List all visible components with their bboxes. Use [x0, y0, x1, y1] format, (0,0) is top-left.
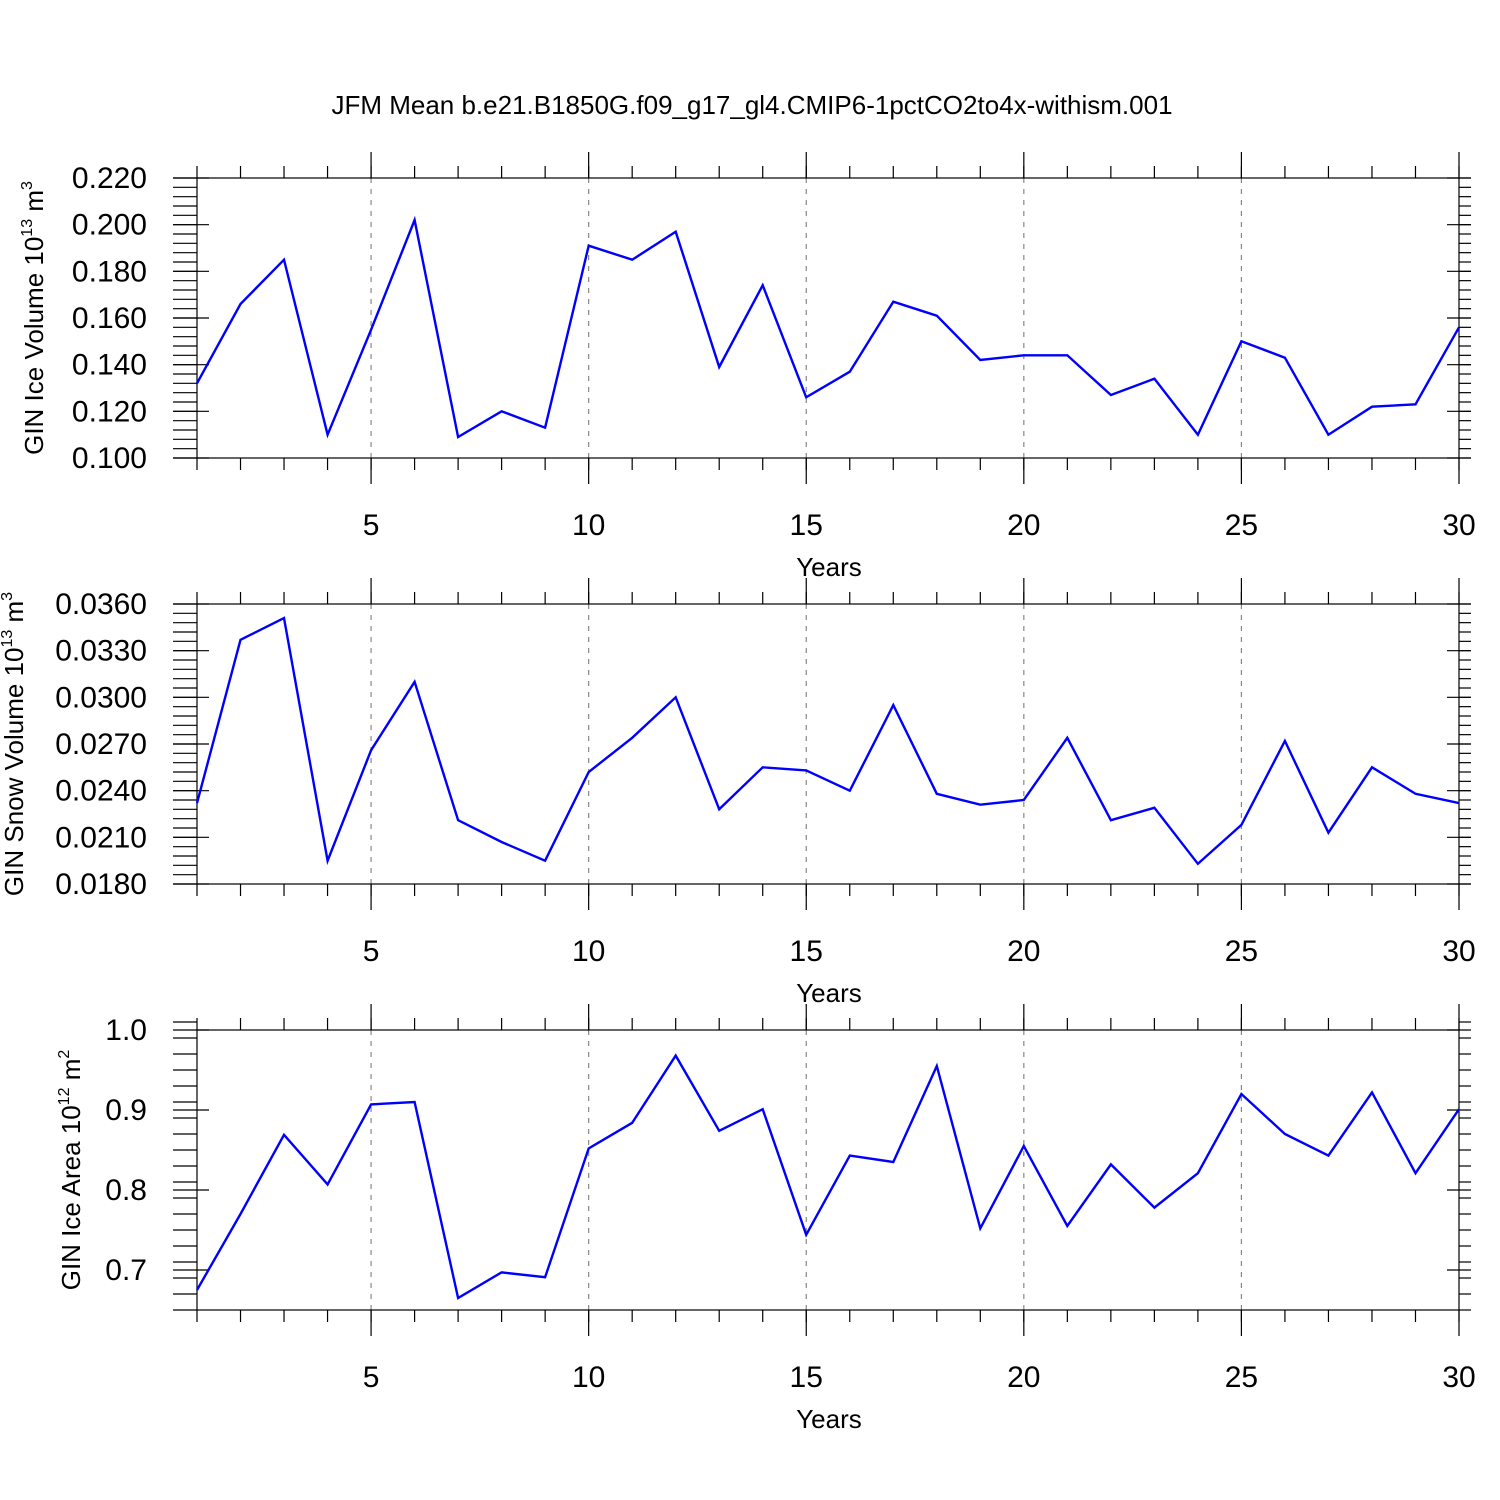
y-axis-title-exponent: 12	[56, 1087, 73, 1105]
x-tick-label: 5	[363, 1361, 380, 1394]
panel-3: 0.7 0.8 0.9 1.0 5 10 15 20 25 30 Years GIN Ice Area…	[56, 1004, 1476, 1434]
x-tick-label: 25	[1225, 935, 1258, 968]
x-tick-label: 20	[1007, 935, 1040, 968]
x-tick-label: 30	[1442, 935, 1475, 968]
y-tick-label: 0.140	[72, 349, 147, 382]
y-tick-label: 0.0210	[55, 821, 147, 854]
series-line	[195, 1053, 1460, 1300]
x-tick-label: 15	[790, 935, 823, 968]
y-axis-title: GIN Ice Volume 1013 m3	[19, 181, 49, 455]
y-tick-label: 0.9	[105, 1094, 147, 1127]
y-tick-label: 0.0270	[55, 728, 147, 761]
x-tick-label: 10	[572, 1361, 605, 1394]
y-axis-title-unit-exponent: 3	[19, 181, 36, 190]
y-tick-label: 0.220	[72, 162, 147, 195]
y-axis-title-main: GIN Ice Volume 10	[19, 237, 49, 455]
x-tick-label: 5	[363, 509, 380, 542]
x-tick-label: 10	[572, 935, 605, 968]
panel-1: 0.100 0.120 0.140 0.160 0.180 0.200 0.220 5 10 15…	[19, 152, 1476, 582]
x-tick-label: 30	[1442, 1361, 1475, 1394]
x-tick-label: 15	[790, 1361, 823, 1394]
x-tick-label: 20	[1007, 1361, 1040, 1394]
y-axis-title-main: GIN Snow Volume 10	[0, 648, 29, 897]
y-axis-title-unit: m	[19, 190, 49, 219]
x-tick-label: 10	[572, 509, 605, 542]
x-tick-label: 20	[1007, 509, 1040, 542]
y-axis-title: GIN Ice Area 1012 m2	[56, 1050, 86, 1291]
y-tick-label: 0.0330	[55, 635, 147, 668]
x-tick-label: 30	[1442, 509, 1475, 542]
panel-2: 0.0180 0.0210 0.0240 0.0270 0.0300 0.0330 0.03…	[0, 578, 1476, 1008]
panels: 0.100 0.120 0.140 0.160 0.180 0.200 0.220 5 10 15…	[0, 152, 1476, 1434]
x-axis-title: Years	[796, 1404, 862, 1434]
series-line	[195, 215, 1461, 439]
chart-title: JFM Mean b.e21.B1850G.f09_g17_gl4.CMIP6-…	[331, 90, 1172, 120]
y-tick-label: 0.0300	[55, 681, 147, 714]
y-tick-label: 0.160	[72, 302, 147, 335]
y-axis-title-exponent: 13	[0, 630, 16, 648]
y-axis-title-unit: m	[0, 601, 29, 630]
y-axis-title-unit: m	[56, 1059, 86, 1088]
y-tick-label: 0.8	[105, 1174, 147, 1207]
x-axis-title: Years	[796, 978, 862, 1008]
y-tick-label: 0.200	[72, 209, 147, 242]
y-tick-label: 0.0360	[55, 588, 147, 621]
y-axis-title-exponent: 13	[19, 219, 36, 237]
series-line	[195, 616, 1460, 866]
x-tick-label: 5	[363, 935, 380, 968]
y-axis-title-unit-exponent: 2	[56, 1050, 73, 1059]
y-axis-title: GIN Snow Volume 1013 m3	[0, 592, 29, 896]
x-axis-title: Years	[796, 552, 862, 582]
y-tick-label: 0.0240	[55, 775, 147, 808]
y-tick-label: 0.120	[72, 395, 147, 428]
y-tick-label: 0.100	[72, 442, 147, 475]
x-tick-label: 15	[790, 509, 823, 542]
y-axis-title-unit-exponent: 3	[0, 592, 16, 601]
plot-frame	[196, 603, 1460, 885]
x-tick-label: 25	[1225, 509, 1258, 542]
y-tick-label: 0.0180	[55, 868, 147, 901]
y-tick-label: 0.7	[105, 1254, 147, 1287]
y-axis-title-main: GIN Ice Area 10	[56, 1105, 86, 1290]
y-tick-label: 1.0	[105, 1014, 147, 1047]
x-tick-label: 25	[1225, 1361, 1258, 1394]
y-tick-label: 0.180	[72, 255, 147, 288]
plot-frame	[196, 177, 1460, 459]
plot-frame	[196, 1029, 1460, 1311]
